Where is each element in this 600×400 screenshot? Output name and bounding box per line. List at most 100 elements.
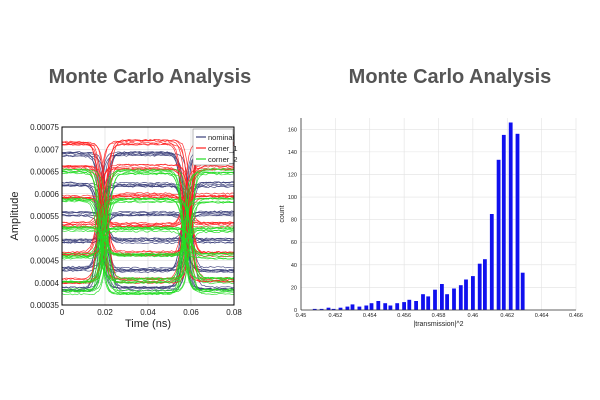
eye-trace-corner-1 [61,195,235,228]
eye-trace-corner-2 [62,197,235,283]
histogram-y-axis-label: count [279,205,286,222]
histogram-bar [345,306,350,310]
right-panel-title: Monte Carlo Analysis [348,66,552,88]
eye-trace-nominal [62,214,235,241]
eye-trace-nominal [62,181,234,271]
histogram-bar [433,289,437,310]
eye-y-tick-label: 0.00055 [30,212,59,221]
histogram-x-tick-label: 0.462 [500,313,514,319]
eye-trace-corner-1 [61,195,235,225]
eye-y-tick-label: 0.0004 [35,279,60,288]
eye-legend-label: corner_2 [208,155,238,164]
histogram-bar [350,304,355,310]
histogram-bar [440,284,444,310]
eye-trace-nominal [61,181,235,272]
histogram-y-tick-label: 100 [288,195,297,201]
histogram-bar [414,301,418,310]
eye-trace-corner-2 [61,197,235,285]
eye-trace-corner-2 [61,169,235,291]
histogram-axes [300,118,576,311]
eye-trace-nominal [61,211,235,242]
histogram-bar [407,299,412,310]
histogram-bar [376,301,381,310]
histogram-x-tick-label: 0.452 [328,313,342,319]
eye-legend-label: corner_1 [208,144,238,153]
histogram-y-tick-label: 80 [291,218,297,224]
eye-trace-corner-1 [61,167,234,253]
eye-trace-nominal [61,210,235,243]
histogram-bar [364,305,369,310]
histogram-x-tick-label: 0.45 [296,313,307,319]
eye-trace-corner-2 [61,225,235,258]
histogram-bar [331,308,336,310]
left-panel-title: Monte Carlo Analysis [48,66,252,88]
histogram-bar [508,122,513,310]
eye-trace-corner-2 [61,226,235,260]
eye-trace-corner-2 [61,167,235,292]
histogram-bar [402,302,406,310]
histogram-y-tick-label: 40 [291,263,297,269]
histogram-y-tick-label: 0 [294,308,297,314]
histogram-bar [312,308,317,310]
histogram-x-tick-label: 0.454 [363,313,377,319]
histogram-bar [395,303,400,310]
eye-chart-traces [61,139,235,296]
eye-x-tick-label: 0.02 [97,308,113,317]
eye-y-tick-label: 0.0006 [35,190,60,199]
histogram-bar [501,134,506,310]
eye-y-tick-label: 0.00045 [30,257,59,266]
histogram-bar [483,259,487,310]
eye-trace-corner-2 [61,199,235,281]
eye-legend: nominal corner_1 corner_2 [192,128,238,166]
histogram-x-axis-label: |transmission|^2 [413,321,463,328]
histogram-y-tick-label: 60 [291,240,297,246]
eye-trace-corner-2 [61,168,235,295]
histogram-x-tick-label: 0.458 [432,313,446,319]
histogram-y-tick-label: 20 [291,285,297,291]
eye-trace-corner-2 [61,172,235,294]
eye-x-axis-label: Time (ns) [125,318,171,330]
eye-trace-corner-2 [61,168,235,295]
eye-y-axis-label: Amplitude [9,192,21,241]
histogram-bar [520,272,525,310]
histogram-y-tick-label: 120 [288,172,297,178]
eye-trace-nominal [61,183,235,271]
eye-x-tick-label: 0.04 [140,308,156,317]
eye-trace-corner-2 [61,197,235,280]
histogram-bar [515,133,520,310]
histogram-x-tick-label: 0.466 [569,313,583,319]
eye-trace-corner-2 [61,197,234,283]
eye-y-tick-label: 0.00065 [30,168,59,177]
histogram-bar [458,285,463,310]
eye-trace-nominal [61,213,235,240]
eye-trace-corner-1 [61,163,235,254]
histogram-bar [452,288,456,310]
histogram-bar [477,263,482,310]
histogram-x-tick-label: 0.464 [535,313,549,319]
eye-y-tick-label: 0.00035 [30,301,59,310]
histogram-y-tick-label: 140 [288,150,297,156]
histogram-bar [369,303,374,310]
eye-trace-corner-1 [61,196,235,227]
eye-y-tick-label: 0.0007 [35,145,60,154]
histogram-bar [489,214,494,310]
eye-trace-corner-2 [61,226,235,255]
histogram-bar [464,279,468,310]
histogram-bar [326,307,331,310]
histogram-bar [445,294,449,310]
eye-trace-corner-2 [61,227,235,260]
eye-trace-corner-2 [62,197,235,284]
histogram-bar [388,305,393,310]
eye-trace-corner-2 [61,169,235,294]
histogram-bar [319,308,324,310]
histogram-grid [300,118,577,311]
eye-trace-corner-1 [61,194,235,228]
eye-x-tick-label: 0.08 [226,308,242,317]
histogram-bar [471,276,475,310]
eye-x-tick-label: 0.06 [183,308,199,317]
eye-trace-corner-2 [61,170,235,293]
eye-trace-corner-2 [61,226,235,256]
eye-chart-frame [61,126,235,306]
